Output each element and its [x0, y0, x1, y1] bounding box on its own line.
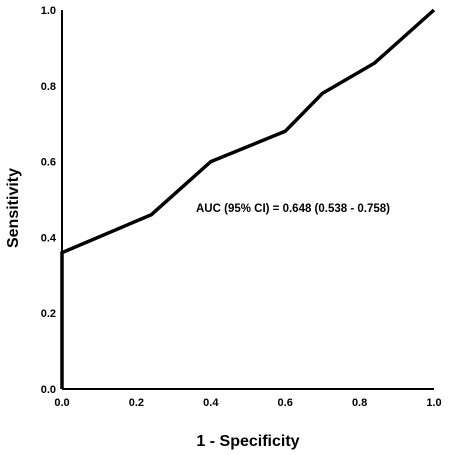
x-tick-label: 0.8	[352, 397, 367, 409]
y-tick-label: 0.2	[41, 308, 56, 320]
x-tick-label: 0.6	[278, 397, 293, 409]
x-tick-labels: 0.0 0.2 0.4 0.6 0.8 1.0	[54, 397, 441, 409]
y-tick-label: 0.0	[41, 384, 56, 396]
y-tick-labels: 0.0 0.2 0.4 0.6 0.8 1.0	[41, 5, 57, 396]
y-tick-label: 1.0	[41, 5, 56, 17]
roc-curve	[60, 8, 436, 389]
y-axis-title: Sensitivity	[5, 168, 22, 248]
x-tick-label: 1.0	[426, 397, 441, 409]
x-axis-title: 1 - Specificity	[196, 433, 299, 450]
y-tick-label: 0.4	[41, 232, 57, 244]
x-tick-label: 0.0	[54, 397, 69, 409]
auc-annotation: AUC (95% CI) = 0.648 (0.538 - 0.758)	[196, 203, 390, 215]
x-tick-label: 0.4	[203, 397, 219, 409]
x-tick-label: 0.2	[129, 397, 144, 409]
y-tick-label: 0.8	[41, 81, 56, 93]
y-tick-label: 0.6	[41, 157, 56, 169]
plot-area	[60, 8, 436, 389]
